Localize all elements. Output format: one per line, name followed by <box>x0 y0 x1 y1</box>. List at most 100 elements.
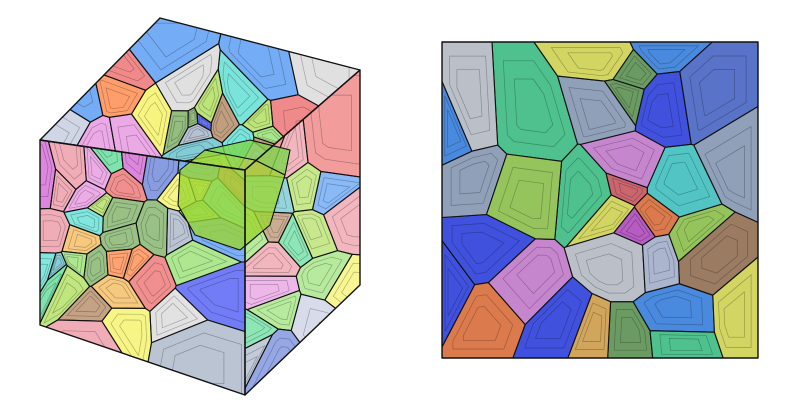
cube-front-grain-facet <box>108 231 128 246</box>
cube-front-grain <box>46 251 67 281</box>
cube-top-grain-cell <box>92 70 147 118</box>
slice-grain-facet <box>447 109 462 148</box>
cube-top-grain-cell <box>40 18 104 123</box>
cube-front-grain-facet <box>40 282 57 317</box>
cube-right-grain-facet <box>302 308 360 389</box>
cube-front-grain-facet <box>171 245 228 279</box>
cube-front-grain-facet <box>57 140 78 170</box>
cube-top-grain-facet <box>222 61 260 117</box>
cube-top-grain-facet <box>200 117 208 127</box>
cube-front-grain-facet <box>107 201 138 228</box>
cube-front-grain-facet <box>40 144 49 186</box>
slice-grain-facet <box>625 61 647 81</box>
cube-right-grain-facet <box>291 168 317 206</box>
cube-right-grain-facet <box>341 271 360 310</box>
cube-top-grain-facet <box>215 109 230 134</box>
cube-right-grain <box>277 212 314 268</box>
cube-front-grain-facet <box>40 273 62 327</box>
slice-grain-facet <box>699 69 735 117</box>
slice-grain-facet <box>659 334 713 355</box>
slice-grain-facet <box>590 206 623 232</box>
cube-right-grain-facet <box>245 355 259 389</box>
slice-grain-facet <box>447 267 464 317</box>
cube-top-grain-facet <box>164 53 213 104</box>
slice-grain-facet <box>577 200 629 240</box>
slice-grain-facet <box>647 93 674 129</box>
cube-front-grain-facet <box>55 340 108 380</box>
cube-top-grain-facet <box>227 73 251 108</box>
cube-front-grain-cell <box>104 167 148 203</box>
slice-grain <box>567 292 612 358</box>
cube-right-grain-facet <box>322 183 351 204</box>
slice-cells <box>442 42 758 358</box>
slice-grain-facet <box>663 161 699 196</box>
cube-top-grain-facet <box>261 131 284 145</box>
cube-front-grain-facet <box>95 198 108 211</box>
cube-top-grain-facet <box>143 101 163 136</box>
slice-grain-facet <box>567 171 594 219</box>
cube-top-grain <box>196 112 212 132</box>
cube-front-grain-facet <box>177 250 214 272</box>
cube-right-grain-facet <box>314 321 352 373</box>
cube-right-grain-facet <box>296 175 313 199</box>
slice-grain-facet <box>618 182 638 199</box>
slice-outline <box>441 41 759 359</box>
cube-top-grain <box>40 18 104 123</box>
slice-grain-facet <box>612 177 643 203</box>
cube-right-grain-facet <box>301 217 323 241</box>
cube-front-grain <box>104 167 148 203</box>
slice-grain-facet <box>461 231 505 265</box>
slice-grain-facet <box>450 152 499 206</box>
slice-grain-facet <box>647 240 675 284</box>
cube-front-grain-cell <box>42 140 87 190</box>
cube-front-grain-facet <box>68 184 101 209</box>
slice-grain-facet <box>641 82 683 138</box>
slice-grain-facet <box>451 223 521 275</box>
slice-grain-facet <box>638 45 700 70</box>
cube-top-grain-facet <box>201 85 216 112</box>
cube-front-grain-facet <box>143 270 166 297</box>
slice-grain-facet <box>676 209 725 253</box>
cube-front-grain-facet <box>66 290 107 317</box>
cube-top-grain <box>187 106 199 129</box>
cube-front-grain-facet <box>42 220 62 242</box>
cube-right-grain-facet <box>282 221 309 262</box>
slice-grain-facet <box>614 87 634 110</box>
cube-front-grain-facet <box>51 282 78 314</box>
cube-right-grain-facet <box>253 252 284 270</box>
cube-front-grain <box>105 248 133 279</box>
slice-grain <box>612 48 658 90</box>
slice-grain-cell <box>485 153 563 240</box>
slice-grain-facet <box>683 215 715 243</box>
cube-top-grain-facet <box>252 108 267 125</box>
cube-front-grain-facet <box>104 227 134 249</box>
slice-grain-facet <box>582 311 603 342</box>
cube-front-grain-facet <box>50 140 83 180</box>
cube-front-grain-facet <box>40 257 53 301</box>
cube-right-grain-facet <box>249 284 280 300</box>
cube-front-grain-facet <box>74 189 95 205</box>
cube-front-grain-facet <box>161 302 189 329</box>
slice-grain-facet <box>704 125 752 211</box>
cube-top-grain-facet <box>213 101 235 139</box>
cube-right-grain-facet <box>331 190 360 247</box>
cube-front-grain-facet <box>140 207 164 250</box>
cube-front-grain-facet <box>135 262 172 305</box>
slice-grain <box>712 256 758 358</box>
cube-top-grain-facet <box>174 64 205 96</box>
slice-grain <box>603 78 645 127</box>
slice-grain-facet <box>644 205 666 226</box>
cube-top-grain-facet <box>99 78 139 114</box>
cube-right-grain-facet <box>287 230 304 256</box>
cube-right-grain-facet <box>317 177 360 210</box>
cube-front-grain-facet <box>89 256 102 277</box>
slice-grain-facet <box>574 302 607 350</box>
cube-front-grain-facet <box>67 229 97 251</box>
cube-right-grain <box>290 293 360 395</box>
cube-top-grain-facet <box>166 115 186 149</box>
cube-top-grain-facet <box>247 103 271 129</box>
slice-grain-facet <box>567 52 613 71</box>
slice-grain-facet <box>718 274 752 348</box>
